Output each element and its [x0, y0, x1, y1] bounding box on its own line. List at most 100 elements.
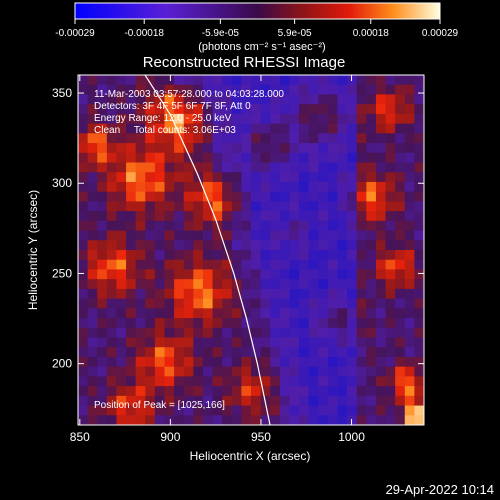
heatmap-cell — [145, 104, 156, 115]
heatmap-cell — [260, 415, 271, 425]
heatmap-cell — [78, 113, 89, 125]
image-area — [78, 75, 424, 425]
heatmap-cell — [395, 162, 406, 173]
heatmap-cell — [404, 337, 415, 348]
heatmap-cell — [356, 298, 367, 309]
heatmap-cell — [183, 181, 194, 193]
heatmap-cell — [183, 376, 194, 387]
heatmap-cell — [193, 220, 204, 232]
heatmap-cell — [126, 415, 137, 425]
heatmap-cell — [251, 415, 262, 425]
heatmap-cell — [126, 356, 137, 368]
heatmap-cell — [164, 211, 175, 222]
heatmap-cell — [106, 250, 118, 261]
heatmap-cell — [327, 75, 339, 86]
heatmap-cell — [385, 279, 396, 290]
heatmap-cell — [222, 259, 233, 271]
heatmap-cell — [366, 104, 377, 115]
heatmap-cell — [87, 220, 98, 232]
heatmap-cell — [375, 113, 387, 125]
heatmap-cell — [183, 162, 194, 173]
heatmap-cell — [356, 395, 367, 407]
heatmap-cell — [347, 395, 358, 407]
heatmap-cell — [347, 366, 358, 377]
heatmap-cell — [241, 376, 252, 387]
heatmap-cell — [385, 376, 396, 387]
heatmap-cell — [251, 201, 262, 212]
heatmap-cell — [241, 123, 252, 134]
heatmap-cell — [308, 250, 319, 261]
heatmap-cell — [270, 269, 281, 280]
heatmap-cell — [356, 113, 367, 125]
heatmap-cell — [347, 240, 358, 251]
heatmap-cell — [164, 318, 175, 329]
heatmap-cell — [106, 327, 118, 339]
heatmap-cell — [385, 104, 396, 115]
heatmap-cell — [154, 133, 166, 144]
heatmap-cell — [299, 94, 310, 105]
heatmap-cell — [222, 123, 233, 134]
heatmap-cell — [327, 152, 339, 164]
heatmap-cell — [404, 395, 415, 407]
heatmap-cell — [347, 327, 358, 339]
heatmap-cell — [299, 405, 310, 416]
heatmap-cell — [193, 405, 204, 416]
heatmap-cell — [414, 405, 424, 416]
heatmap-cell — [183, 259, 194, 271]
heatmap-cell — [385, 395, 396, 407]
heatmap-cell — [193, 191, 204, 202]
heatmap-cell — [327, 356, 339, 368]
heatmap-cell — [270, 191, 281, 202]
heatmap-cell — [87, 415, 98, 425]
heatmap-cell — [164, 191, 175, 202]
heatmap-cell — [260, 376, 271, 387]
heatmap-cell — [183, 75, 194, 86]
heatmap-cell — [145, 123, 156, 134]
heatmap-cell — [260, 356, 271, 368]
heatmap-cell — [116, 94, 127, 105]
heatmap-cell — [356, 191, 367, 202]
colorbar-tick-label: 0.00029 — [422, 28, 459, 39]
heatmap-cell — [202, 201, 214, 212]
heatmap-cell — [395, 288, 406, 300]
heatmap-cell — [251, 356, 262, 368]
heatmap-cell — [193, 84, 204, 96]
heatmap-cell — [174, 298, 185, 309]
heatmap-cell — [299, 181, 310, 193]
heatmap-cell — [385, 298, 396, 309]
heatmap-cell — [202, 250, 214, 261]
heatmap-cell — [289, 288, 300, 300]
heatmap-cell — [270, 327, 281, 339]
heatmap-cell — [126, 152, 137, 164]
heatmap-cell — [106, 94, 118, 105]
heatmap-cell — [385, 269, 396, 280]
heatmap-cell — [260, 288, 271, 300]
heatmap-cell — [135, 104, 146, 115]
heatmap-cell — [78, 279, 89, 290]
heatmap-cell — [385, 318, 396, 329]
heatmap-cell — [126, 386, 137, 397]
heatmap-cell — [404, 288, 415, 300]
heatmap-cell — [279, 211, 291, 222]
heatmap-cell — [385, 211, 396, 222]
heatmap-cell — [164, 113, 175, 125]
heatmap-cell — [202, 405, 214, 416]
heatmap-cell — [222, 181, 233, 193]
heatmap-cell — [78, 104, 89, 115]
heatmap-cell — [193, 143, 204, 154]
heatmap-cell — [251, 347, 262, 358]
heatmap-cell — [126, 84, 137, 96]
colorbar-tick-label: 0.00018 — [353, 28, 390, 39]
heatmap-cell — [375, 269, 387, 280]
heatmap-cell — [366, 123, 377, 134]
heatmap-cell — [299, 75, 310, 86]
colorbar-tick-label: -5.9e-05 — [202, 28, 240, 39]
heatmap-cell — [385, 250, 396, 261]
heatmap-cell — [106, 240, 118, 251]
heatmap-cell — [375, 191, 387, 202]
heatmap-cell — [212, 94, 223, 105]
heatmap-cell — [347, 269, 358, 280]
heatmap-cell — [404, 356, 415, 368]
heatmap-cell — [97, 259, 108, 271]
heatmap-cell — [87, 240, 98, 251]
